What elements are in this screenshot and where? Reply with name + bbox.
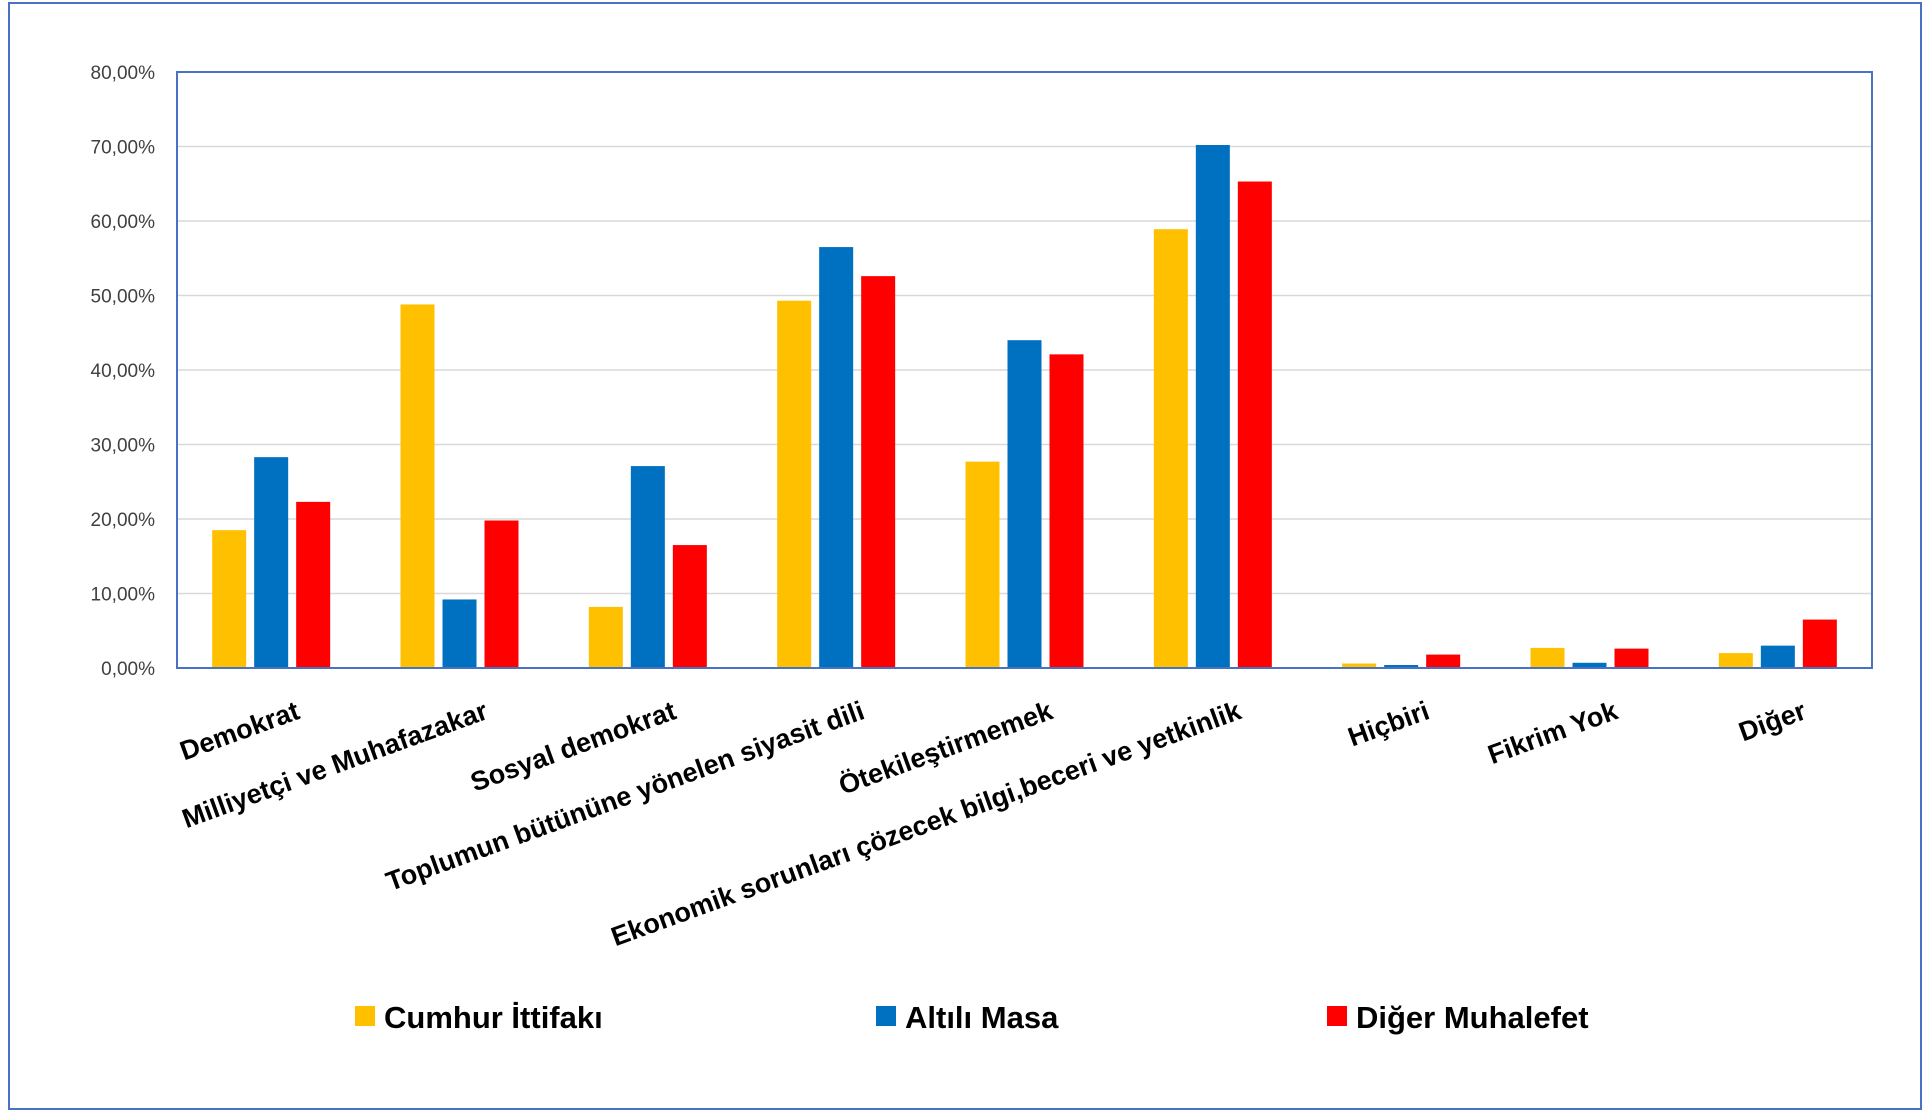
x-tick-label: Ekonomik sorunları çözecek bilgi,beceri … — [607, 695, 1246, 952]
legend-swatch — [1327, 1006, 1347, 1026]
bar — [819, 247, 854, 668]
bar — [1614, 648, 1649, 668]
legend-label: Cumhur İttifakı — [384, 1000, 603, 1035]
bar — [777, 300, 812, 668]
bar — [588, 606, 623, 668]
bar — [672, 545, 707, 668]
legend-swatch — [355, 1006, 375, 1026]
bar — [1237, 181, 1272, 668]
bar — [1530, 647, 1565, 668]
legend: Cumhur İttifakı Altılı Masa Diğer Muhalefe… — [355, 1000, 1589, 1035]
legend-label: Diğer Muhalefet — [1356, 1000, 1589, 1035]
x-tick-label: Hiçbiri — [1344, 695, 1433, 752]
bar — [442, 599, 477, 668]
bar — [1153, 229, 1188, 668]
bar — [1195, 145, 1230, 668]
bar — [861, 276, 896, 668]
bar — [1384, 665, 1419, 668]
bar — [630, 466, 665, 668]
gridlines — [177, 145, 1872, 595]
chart-frame — [8, 2, 1922, 1110]
bar — [1718, 653, 1753, 668]
bar — [965, 461, 1000, 668]
legend-swatch — [876, 1006, 896, 1026]
y-tick-label: 20,00% — [91, 510, 156, 531]
y-axis-labels: 0,00% 10,00% 20,00% 30,00% 40,00% 50,00% 60,00… — [91, 63, 156, 680]
x-tick-label: Milliyetçi ve Muhafazakar — [178, 695, 492, 834]
bars — [212, 145, 1837, 668]
y-tick-label: 40,00% — [91, 361, 156, 382]
y-tick-label: 10,00% — [91, 585, 156, 606]
bar — [1802, 619, 1837, 668]
legend-label: Altılı Masa — [905, 1000, 1059, 1035]
y-tick-label: 60,00% — [91, 212, 156, 233]
bar — [1007, 340, 1042, 668]
y-tick-label: 80,00% — [91, 63, 156, 84]
bar — [296, 501, 331, 668]
bar — [1760, 645, 1795, 668]
bar — [1426, 654, 1461, 668]
x-tick-label: Fikrim Yok — [1484, 695, 1623, 770]
x-tick-label: Diğer — [1735, 695, 1811, 747]
y-tick-label: 0,00% — [101, 659, 155, 680]
x-tick-label: Demokrat — [176, 695, 303, 766]
bar — [1572, 662, 1607, 668]
bar — [1342, 663, 1377, 668]
bar — [484, 520, 519, 668]
bar — [400, 304, 435, 668]
bar — [1049, 354, 1084, 668]
y-tick-label: 30,00% — [91, 436, 156, 457]
bar — [254, 457, 289, 668]
y-tick-label: 50,00% — [91, 287, 156, 308]
y-tick-label: 70,00% — [91, 138, 156, 159]
bar — [212, 530, 247, 668]
plot-area-border — [176, 71, 1873, 669]
